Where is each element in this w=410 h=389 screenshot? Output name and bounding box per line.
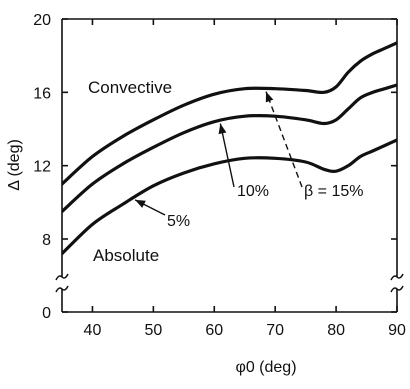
plot-frame: [55, 18, 404, 313]
region-label-convective: Convective: [88, 78, 172, 97]
x-tick-label: 40: [84, 322, 102, 339]
callout-15pct-line: [265, 91, 303, 188]
series-line-15pct: [62, 41, 397, 186]
axis-break-left-bottom: [55, 285, 69, 293]
y-tick-label: 16: [33, 85, 51, 102]
axis-break-left-top: [55, 273, 69, 281]
series-label-10pct: 10%: [237, 183, 269, 200]
callout-10pct-head: [218, 123, 227, 135]
y-axis-label: Δ (deg): [6, 139, 23, 191]
region-label-absolute: Absolute: [93, 246, 159, 265]
series-label-5pct: 5%: [167, 213, 190, 230]
x-tick-label: 50: [144, 322, 162, 339]
x-tick-label: 70: [266, 322, 284, 339]
callouts: [134, 91, 303, 216]
y-tick-label: 8: [42, 232, 51, 249]
callout-10pct-line: [219, 123, 235, 188]
series-lines: [62, 41, 397, 256]
callout-15pct-head: [265, 91, 274, 103]
y-tick-label: 12: [33, 159, 51, 176]
y-tick-label: 20: [33, 12, 51, 29]
y-tick-label: 0: [42, 305, 51, 322]
x-tick-label: 80: [327, 322, 345, 339]
x-tick-label: 90: [388, 322, 406, 339]
series-line-10pct: [62, 83, 397, 214]
axis-break-right-top: [390, 273, 404, 281]
series-label-15pct: β = 15%: [304, 183, 363, 200]
series-line-5pct: [62, 138, 397, 256]
x-tick-label: 60: [205, 322, 223, 339]
x-axis-label: φ0 (deg): [235, 359, 296, 376]
axis-break-right-bottom: [390, 285, 404, 293]
axis-ticks: 40 50 60 70 80 90 0 8 12 16 20: [33, 12, 406, 339]
callout-5pct-head: [135, 199, 146, 208]
